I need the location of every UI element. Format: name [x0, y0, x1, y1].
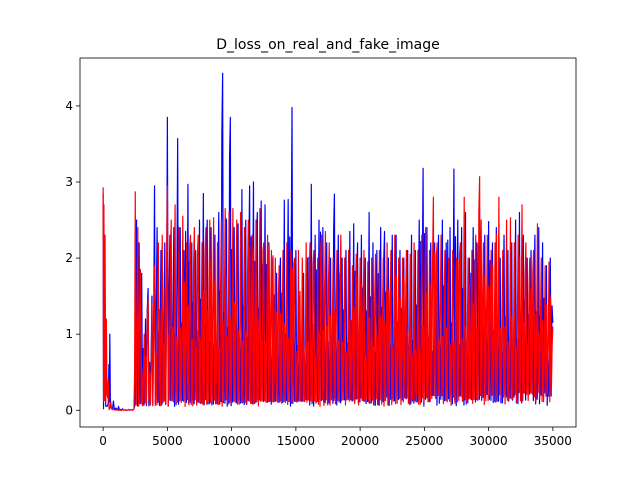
- y-axis: 0 1 2 3 4: [65, 99, 80, 417]
- x-tick-label-5: 25000: [405, 434, 443, 448]
- x-tick-label-6: 30000: [470, 434, 508, 448]
- x-tick-label-2: 10000: [213, 434, 251, 448]
- x-tick-label-4: 20000: [341, 434, 379, 448]
- x-tick-label-0: 0: [99, 434, 107, 448]
- x-axis: 0 5000 10000 15000 20000 25000 30000 35000: [99, 427, 572, 448]
- x-tick-label-7: 35000: [534, 434, 572, 448]
- y-tick-label-1: 1: [65, 327, 73, 341]
- y-tick-label-4: 4: [65, 99, 73, 113]
- chart-title: D_loss_on_real_and_fake_image: [216, 37, 439, 53]
- y-tick-label-0: 0: [65, 403, 73, 417]
- plot-frame: [79, 57, 577, 428]
- x-tick-label-3: 15000: [277, 434, 315, 448]
- series-line-1: [102, 176, 554, 411]
- y-tick-label-2: 2: [65, 251, 73, 265]
- y-tick-label-3: 3: [65, 175, 73, 189]
- x-tick-label-1: 5000: [152, 434, 183, 448]
